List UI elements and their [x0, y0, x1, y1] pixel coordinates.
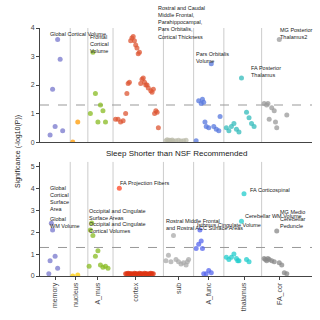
svg-text:FA Corticospinal: FA Corticospinal: [250, 187, 290, 193]
svg-text:FA_cor: FA_cor: [276, 282, 284, 305]
svg-text:MG MedioCerebellarPeduncle: MG MedioCerebellarPeduncle: [280, 209, 306, 229]
svg-text:GlobalCorticalSurfaceArea: GlobalCorticalSurfaceArea: [50, 185, 69, 212]
svg-text:4: 4: [31, 185, 35, 192]
svg-text:3: 3: [31, 53, 35, 60]
svg-text:FA PosteriorThalamus: FA PosteriorThalamus: [251, 65, 281, 78]
svg-text:2: 2: [31, 81, 35, 88]
svg-text:Cerebellar WM Volume: Cerebellar WM Volume: [245, 213, 302, 219]
svg-text:Isthmus Cingulate Volume: Isthmus Cingulate Volume: [197, 222, 261, 228]
svg-text:0: 0: [31, 139, 35, 146]
svg-text:MG PosteriorThalamus2: MG PosteriorThalamus2: [280, 27, 313, 40]
svg-text:A_func: A_func: [205, 282, 213, 304]
svg-text:Global Cortical Volume: Global Cortical Volume: [50, 31, 106, 37]
svg-text:1: 1: [31, 251, 35, 258]
svg-text:Rostral and CaudalMiddle Front: Rostral and CaudalMiddle Frontal,Parahip…: [158, 5, 205, 40]
svg-text:Significance (-log10(P)): Significance (-log10(P)): [14, 115, 22, 188]
svg-text:nucleus: nucleus: [72, 282, 79, 307]
svg-text:Occipital and CingulateCortica: Occipital and CingulateCortical Volumes: [89, 221, 146, 234]
svg-text:5: 5: [31, 163, 35, 170]
svg-text:FrontalCorticalVolume: FrontalCorticalVolume: [90, 34, 109, 54]
svg-text:2: 2: [31, 229, 35, 236]
svg-text:Pars OrbitalisVolume: Pars OrbitalisVolume: [196, 51, 229, 64]
svg-text:thalamus: thalamus: [240, 282, 247, 311]
svg-text:GlobalWM Volume: GlobalWM Volume: [50, 216, 80, 229]
svg-text:Sleep Shorter than NSF Recomme: Sleep Shorter than NSF Recommended: [106, 149, 247, 158]
svg-text:cortex: cortex: [132, 282, 139, 302]
svg-text:FA Projection Fibers: FA Projection Fibers: [120, 180, 169, 186]
svg-text:Occipital and CingulateSurface: Occipital and CingulateSurface Areas: [89, 208, 146, 221]
svg-text:0: 0: [31, 272, 35, 279]
svg-text:Rostral Middle Frontaland Rost: Rostral Middle Frontaland Rostral ACC Su…: [166, 218, 243, 231]
svg-text:3: 3: [31, 207, 35, 214]
svg-text:memory: memory: [51, 282, 59, 308]
svg-text:A_mus: A_mus: [94, 282, 102, 304]
svg-text:4: 4: [31, 24, 35, 31]
svg-text:sub: sub: [175, 283, 182, 294]
svg-text:1: 1: [31, 110, 35, 117]
